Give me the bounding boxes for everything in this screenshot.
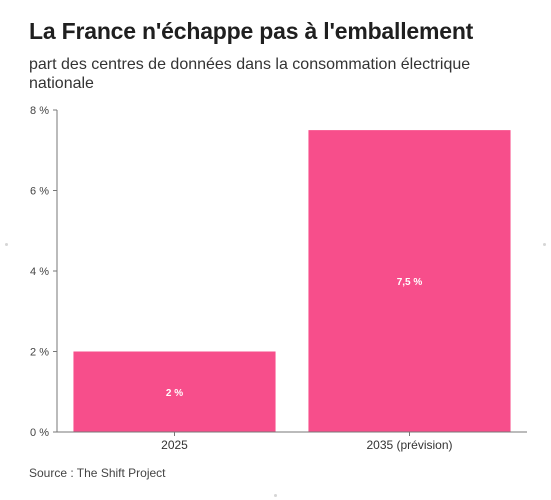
y-tick-label: 2 %: [30, 347, 49, 359]
frame-handle-left: [5, 243, 8, 246]
chart-title: La France n'échappe pas à l'emballement: [29, 18, 474, 44]
x-tick-label: 2035 (prévision): [366, 438, 452, 452]
y-tick-label: 4 %: [30, 266, 49, 278]
frame-handle-bottom: [274, 494, 277, 497]
frame-handle-right: [543, 243, 546, 246]
y-tick-label: 0 %: [30, 427, 49, 439]
chart-subtitle: part des centres de données dans la cons…: [29, 56, 471, 92]
bar-0: [73, 351, 276, 432]
y-axis: 0 % 2 % 4 % 6 % 8 %: [30, 105, 58, 439]
y-tick-label: 8 %: [30, 105, 49, 117]
bar-1: [308, 130, 511, 432]
bars: 2 % 7,5 %: [73, 130, 511, 432]
x-tick-label: 2025: [161, 438, 188, 452]
x-axis: 2025 2035 (prévision): [57, 431, 527, 452]
source-note: Source : The Shift Project: [29, 466, 166, 480]
y-tick-label: 6 %: [30, 186, 49, 198]
bar-data-label: 7,5 %: [397, 277, 423, 288]
bar-data-label: 2 %: [166, 388, 183, 399]
